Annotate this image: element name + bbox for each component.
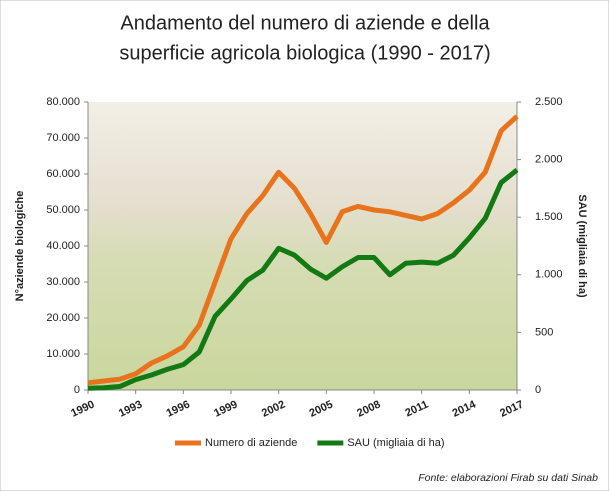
series-line: [87, 114, 519, 386]
y2-tick-label: 2.500: [535, 96, 563, 108]
y-tick-label: 70.000: [46, 132, 80, 144]
y-axis-label: N°aziende biologiche: [14, 191, 26, 302]
y2-tick-label: 500: [535, 326, 553, 338]
y-tick-label: 0: [74, 384, 80, 396]
y-tick-label: 80.000: [46, 96, 80, 108]
source-note: Fonte: elaborazioni Firab su dati Sinab: [418, 472, 598, 484]
series-line: [87, 168, 519, 391]
legend-label: SAU (migliaia di ha): [347, 437, 444, 449]
chart-title: Andamento del numero di aziende e della: [120, 12, 490, 34]
y-tick-label: 20.000: [46, 312, 80, 324]
y-tick-label: 30.000: [46, 276, 80, 288]
y2-axis-label: SAU (migliaia di ha): [576, 194, 588, 298]
y-tick-label: 10.000: [46, 348, 80, 360]
plot-background: [88, 102, 517, 390]
y2-tick-label: 1.000: [535, 269, 563, 281]
y2-tick-label: 2.000: [535, 154, 563, 166]
y2-tick-label: 1.500: [535, 211, 563, 223]
y2-tick-label: 0: [535, 384, 541, 396]
y-tick-label: 40.000: [46, 240, 80, 252]
y-tick-label: 60.000: [46, 168, 80, 180]
chart-title: superficie agricola biologica (1990 - 20…: [119, 42, 490, 64]
legend-label: Numero di aziende: [205, 437, 297, 449]
y-tick-label: 50.000: [46, 204, 80, 216]
